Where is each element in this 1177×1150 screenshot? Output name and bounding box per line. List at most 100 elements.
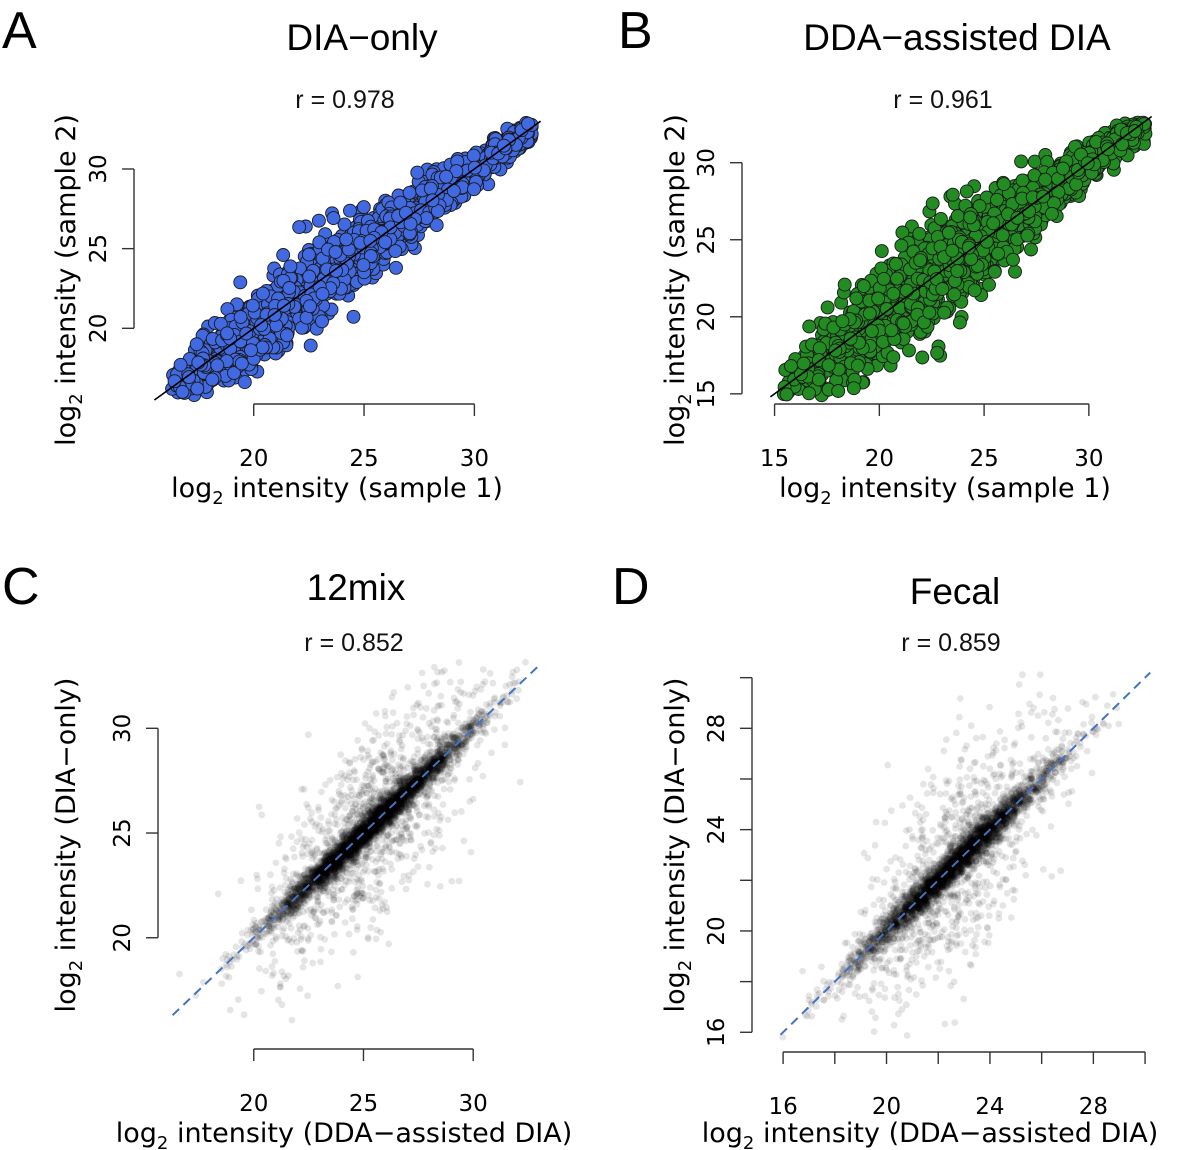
data-point — [1069, 177, 1084, 192]
data-point — [451, 809, 459, 817]
x-tick-label: 15 — [760, 446, 789, 472]
data-point — [947, 287, 962, 302]
data-point — [986, 216, 1001, 231]
data-point — [346, 309, 361, 324]
y-tick-label: 30 — [694, 148, 720, 177]
data-point — [283, 259, 298, 274]
y-tick-label: 25 — [86, 234, 112, 263]
data-point — [427, 741, 434, 748]
data-point — [448, 877, 456, 885]
data-point — [811, 372, 826, 387]
panel-b: B DDA−assisted DIA r = 0.961 15 20 25 30152… — [618, 2, 1153, 509]
data-point — [1056, 161, 1070, 176]
data-point — [402, 185, 417, 200]
data-point — [466, 148, 481, 163]
data-point — [467, 848, 475, 856]
data-point — [388, 244, 403, 259]
data-point — [846, 381, 861, 396]
data-point — [945, 243, 960, 258]
data-point — [258, 811, 266, 819]
data-point — [1020, 228, 1035, 243]
data-point — [460, 837, 468, 845]
data-point — [850, 358, 865, 373]
data-point — [491, 726, 498, 733]
data-point — [398, 205, 413, 220]
data-point — [291, 853, 298, 861]
data-point — [278, 1001, 286, 1009]
data-point — [784, 359, 798, 373]
x-tick-label: 30 — [460, 446, 489, 472]
data-point — [255, 803, 263, 811]
data-point — [190, 381, 205, 396]
data-point — [419, 211, 434, 226]
data-point — [925, 196, 940, 211]
data-point — [302, 269, 317, 284]
scatter-points — [776, 115, 1153, 403]
data-point — [890, 271, 904, 286]
data-point — [189, 337, 204, 352]
data-point — [173, 357, 188, 372]
data-point — [982, 277, 996, 292]
data-point — [886, 286, 901, 301]
data-point — [796, 356, 811, 371]
data-point — [444, 816, 452, 824]
data-point — [820, 300, 835, 315]
panel-b-y-label: log2 intensity (sample 2) — [660, 114, 696, 446]
data-point — [296, 985, 304, 992]
data-point — [886, 350, 901, 365]
data-point — [356, 258, 371, 273]
data-point — [488, 749, 495, 757]
data-point — [238, 938, 246, 945]
data-point — [889, 257, 903, 271]
data-point — [276, 248, 291, 262]
data-point — [821, 358, 836, 373]
data-point — [301, 247, 316, 262]
data-point — [902, 343, 916, 358]
data-point — [233, 275, 248, 290]
data-point — [220, 326, 235, 341]
scatter-points — [176, 658, 529, 1024]
data-point — [244, 343, 258, 358]
data-point — [280, 328, 294, 343]
data-point — [835, 314, 850, 329]
panel-a-r-value: r = 0.978 — [295, 86, 394, 114]
data-point — [317, 814, 325, 821]
data-point — [446, 786, 454, 793]
data-point — [233, 310, 248, 324]
data-point — [311, 213, 326, 228]
data-point — [856, 279, 871, 294]
data-point — [288, 1016, 296, 1024]
data-point — [255, 286, 270, 301]
y-tick-label: 20 — [694, 302, 720, 331]
data-point — [234, 356, 249, 371]
y-tick-label: 20 — [86, 314, 112, 343]
data-point — [802, 319, 817, 334]
data-point — [240, 1011, 248, 1019]
data-point — [937, 305, 952, 320]
data-point — [996, 177, 1011, 192]
panel-letter-c: C — [2, 558, 40, 616]
data-point — [950, 264, 965, 278]
data-point — [959, 184, 974, 199]
data-point — [315, 314, 329, 329]
x-axis: 20 25 30 — [239, 403, 489, 472]
data-point — [210, 358, 225, 373]
data-point — [899, 283, 914, 298]
data-point — [967, 283, 982, 298]
data-point — [922, 305, 937, 320]
x-tick-label: 20 — [239, 446, 268, 472]
data-point — [862, 306, 877, 321]
data-point — [337, 217, 352, 232]
data-point — [935, 282, 950, 296]
data-point — [474, 759, 482, 767]
data-point — [237, 375, 252, 390]
data-point — [339, 232, 354, 247]
data-point — [248, 906, 255, 914]
data-point — [256, 965, 263, 972]
data-point — [912, 226, 927, 241]
data-point — [308, 809, 315, 817]
